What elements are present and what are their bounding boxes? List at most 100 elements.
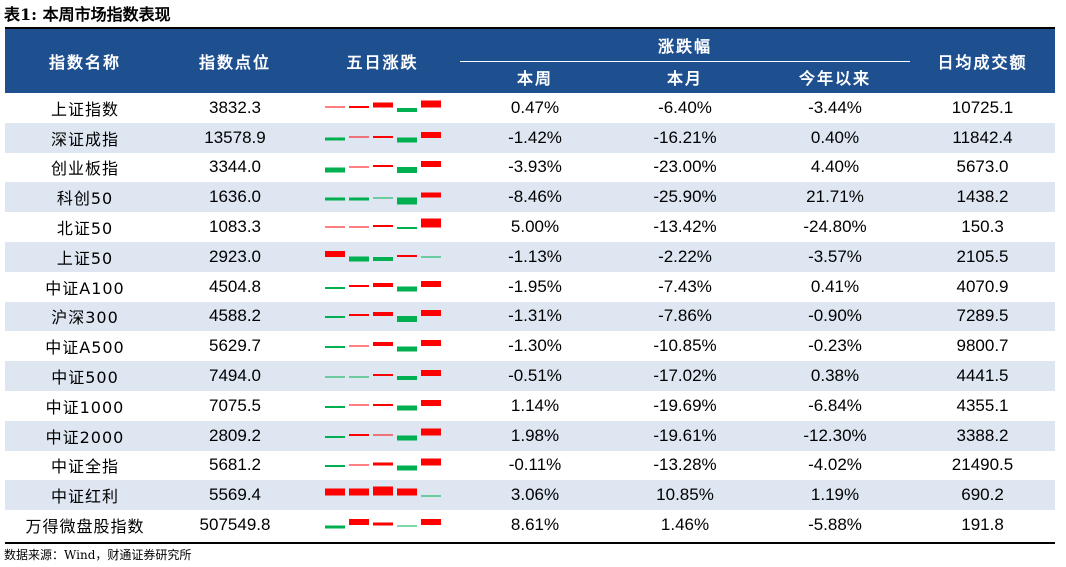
cell-week-change: -8.46% [460, 182, 610, 213]
up-bar [348, 136, 369, 138]
table-row: 创业板指 3344.0 -3.93% -23.00% 4.40% 5673.0 [5, 153, 1055, 183]
five-day-sparkbars [305, 393, 460, 419]
down-bar [324, 435, 345, 438]
up-bar [372, 282, 393, 287]
up-bar [420, 218, 441, 228]
cell-week-change: -1.31% [460, 301, 610, 332]
cell-week-change: 8.61% [510, 515, 560, 535]
cell-week-change: 1.98% [460, 420, 610, 451]
down-bar [324, 286, 345, 289]
cell-index-level: 2923.0 [165, 241, 305, 272]
cell-ytd-change: -24.80% [803, 217, 867, 237]
table-row: 中证2000 2809.2 1.98% -19.61% -12.30% 3388.2 [5, 420, 1056, 451]
cell-ytd-change: 21.71% [760, 182, 911, 213]
cell-index-level: 507549.8 [199, 515, 271, 535]
up-bar [372, 135, 393, 138]
down-bar [324, 405, 345, 408]
cell-ytd-change: -0.90% [760, 301, 911, 332]
cell-month-change: -2.22% [610, 241, 760, 272]
down-bar [396, 465, 417, 471]
cell-ytd-change: -4.02% [808, 455, 862, 475]
cell-turnover: 7289.5 [910, 301, 1056, 332]
cell-index-name: 中证1000 [45, 397, 125, 417]
five-day-sparkbars [305, 423, 460, 449]
up-bar [420, 428, 441, 436]
cell-ytd-change: 1.19% [760, 480, 911, 511]
cell-index-name: 沪深300 [5, 301, 165, 332]
up-bar [372, 462, 393, 466]
cell-index-name: 中证500 [5, 361, 165, 391]
cell-index-name: 中证2000 [5, 420, 165, 451]
cell-index-name: 中证红利 [5, 480, 165, 511]
cell-week-change: 1.14% [510, 395, 560, 415]
cell-week-change: -3.93% [508, 157, 562, 177]
cell-ytd-change: -6.84% [808, 395, 862, 415]
cell-ytd-change: -0.23% [808, 336, 862, 356]
up-bar [396, 488, 417, 496]
five-day-sparkbars [305, 482, 460, 508]
down-bar [396, 405, 417, 411]
cell-month-change: -17.02% [610, 361, 760, 391]
five-day-sparkbars [305, 452, 460, 478]
down-bar [324, 137, 345, 141]
five-day-sparkbars [305, 303, 460, 329]
up-bar [420, 370, 441, 377]
table-row: 中证A100 4504.8 -1.95% -7.43% 0.41% 4070.9 [5, 272, 1055, 302]
header-ytd: 今年以来 [760, 61, 911, 93]
cell-index-name: 深证成指 [5, 122, 165, 153]
cell-month-change: 1.46% [660, 515, 710, 535]
cell-turnover: 11842.4 [910, 122, 1056, 153]
up-bar [372, 403, 393, 406]
cell-five-day [305, 331, 460, 361]
down-bar [324, 465, 345, 468]
five-day-sparkbars [305, 184, 460, 210]
cell-month-change: -16.21% [610, 122, 760, 153]
five-day-sparkbars [305, 333, 460, 359]
table-row: 中证A500 5629.7 -1.30% -10.85% -0.23% 9800.7 [5, 331, 1055, 361]
cell-index-level: 4504.8 [209, 276, 261, 296]
down-bar [348, 376, 369, 378]
cell-five-day [305, 241, 460, 272]
table-row: 中证全指 5681.2 -0.11% -13.28% -4.02% 21490.5 [5, 451, 1055, 481]
cell-five-day [305, 301, 460, 332]
up-bar [348, 404, 369, 406]
down-bar [396, 346, 417, 352]
cell-turnover: 4355.1 [956, 395, 1009, 415]
cell-ytd-change: 0.41% [810, 276, 860, 296]
header-week: 本周 [460, 61, 610, 93]
cell-turnover: 4441.5 [910, 361, 1056, 391]
cell-turnover: 3388.2 [910, 420, 1056, 451]
cell-ytd-change: -3.44% [808, 97, 862, 117]
cell-ytd-change: 0.40% [760, 122, 911, 153]
table-row: 上证50 2923.0 -1.13% -2.22% -3.57% 2105.5 [5, 241, 1056, 272]
down-bar [348, 256, 369, 262]
up-bar [348, 226, 369, 228]
up-bar [420, 192, 441, 198]
cell-index-name: 创业板指 [50, 159, 119, 179]
source-note: 数据来源：Wind，财通证券研究所 [4, 548, 192, 562]
cell-five-day [305, 480, 460, 511]
up-bar [372, 486, 393, 496]
index-performance-table: 指数名称 指数点位 五日涨跌 涨跌幅 日均成交额 本周 本月 今年以来 上证指数… [5, 29, 1056, 540]
cell-index-level: 1083.3 [209, 217, 261, 237]
cell-month-change: -10.85% [653, 336, 717, 356]
cell-ytd-change: -3.57% [760, 241, 911, 272]
cell-ytd-change: -5.88% [808, 515, 862, 535]
cell-five-day [305, 420, 460, 451]
cell-turnover: 5673.0 [956, 157, 1009, 177]
up-bar [372, 102, 393, 108]
down-bar [396, 197, 417, 205]
top-rule [5, 27, 1055, 29]
cell-index-name: 上证50 [5, 241, 165, 272]
cell-five-day [305, 122, 460, 153]
cell-week-change: 3.06% [460, 480, 610, 511]
cell-month-change: -23.00% [653, 157, 717, 177]
cell-month-change: -6.40% [658, 97, 712, 117]
header-month: 本月 [610, 61, 760, 93]
cell-five-day [305, 451, 460, 481]
cell-month-change: -13.28% [653, 455, 717, 475]
up-bar [348, 166, 369, 168]
cell-turnover: 2105.5 [910, 241, 1056, 272]
five-day-sparkbars [305, 154, 460, 180]
cell-five-day [305, 93, 460, 123]
